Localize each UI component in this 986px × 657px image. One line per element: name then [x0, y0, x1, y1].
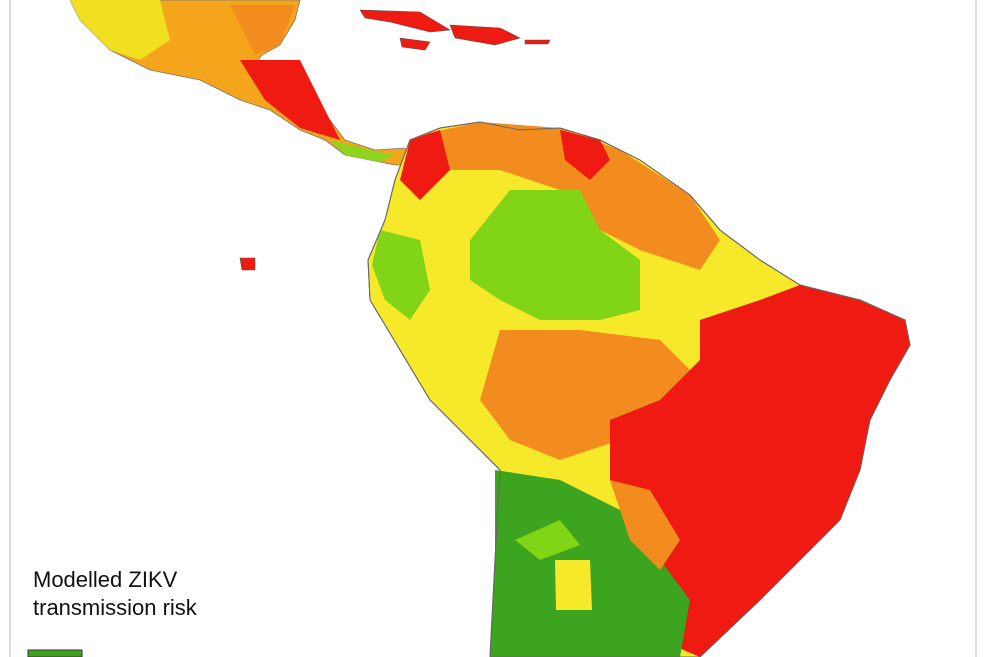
south-america — [367, 121, 911, 657]
legend-swatch — [27, 649, 83, 657]
central-america — [69, 0, 411, 166]
legend: Modelled ZIKV transmission risk — [27, 567, 198, 657]
caribbean-islands — [239, 9, 551, 271]
legend-title: Modelled ZIKV — [33, 567, 178, 592]
legend-title: transmission risk — [33, 595, 198, 620]
